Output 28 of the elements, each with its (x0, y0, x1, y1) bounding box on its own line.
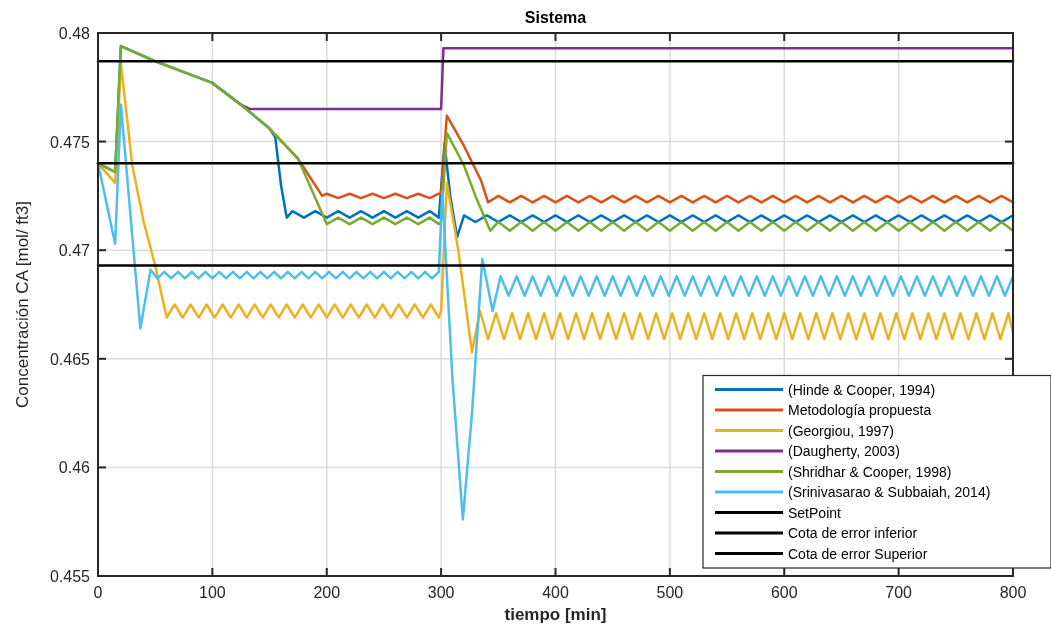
x-tick-label: 600 (770, 584, 798, 601)
legend-label: (Georgiou, 1997) (788, 422, 894, 439)
x-tick-label: 0 (93, 584, 103, 601)
y-tick-label: 0.475 (49, 133, 91, 151)
legend-label: (Hinde & Cooper, 1994) (788, 381, 936, 398)
x-tick-label: 100 (199, 584, 226, 601)
x-axis-title: tiempo [min] (504, 605, 607, 624)
x-tick-label: 300 (427, 584, 455, 601)
x-tick-label: 700 (885, 584, 913, 601)
legend-label: SetPoint (788, 504, 842, 521)
y-tick-label: 0.46 (58, 459, 91, 477)
legend-label: Cota de error Superior (788, 545, 928, 562)
x-tick-label: 800 (999, 584, 1027, 601)
y-tick-label: 0.465 (49, 350, 91, 368)
chart-title: Sistema (524, 9, 587, 26)
legend-label: (Daugherty, 2003) (788, 443, 900, 459)
y-tick-label: 0.48 (58, 25, 91, 42)
x-tick-label: 500 (656, 584, 684, 601)
legend-label: (Shridhar & Cooper, 1998) (788, 463, 952, 480)
x-tick-label: 200 (313, 584, 341, 601)
y-tick-label: 0.47 (58, 242, 91, 260)
legend-label: Cota de error inferior (788, 525, 918, 541)
legend-label: Metodología propuesta (788, 402, 932, 418)
legend-label: (Srinivasarao & Subbaiah, 2014) (788, 484, 991, 500)
line-series (96, 103, 1015, 521)
y-axis-title: Concentración CA [mol/ ft3] (13, 201, 32, 408)
x-tick-label: 400 (542, 584, 569, 601)
y-tick-label: 0.455 (49, 568, 91, 585)
